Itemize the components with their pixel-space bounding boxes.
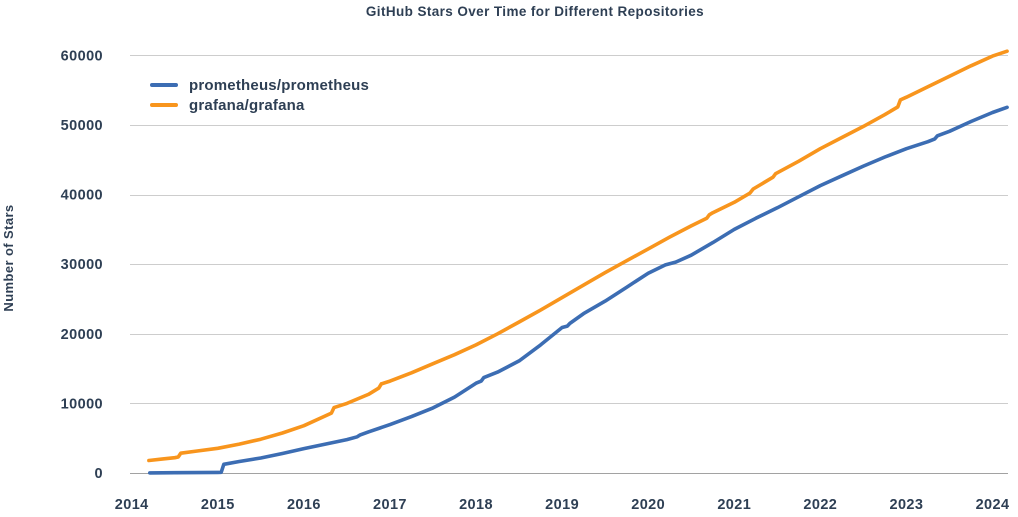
x-tick-label: 2020 <box>631 497 665 513</box>
legend: prometheus/prometheus grafana/grafana <box>150 75 369 115</box>
chart-title: GitHub Stars Over Time for Different Rep… <box>365 4 705 19</box>
y-tick-label: 60000 <box>61 48 103 64</box>
y-tick-label: 40000 <box>61 188 103 204</box>
y-tick-label: 10000 <box>61 396 103 412</box>
y-tick-label: 30000 <box>61 257 103 273</box>
y-tick-label: 20000 <box>61 327 103 343</box>
x-tick-label: 2023 <box>889 497 923 513</box>
legend-label-grafana: grafana/grafana <box>189 96 305 114</box>
series-line-prometheus <box>148 105 1009 475</box>
prometheus-line-swatch <box>150 83 178 87</box>
x-tick-label: 2024 <box>976 497 1010 513</box>
y-tick-label: 0 <box>95 466 103 482</box>
legend-item-prometheus: prometheus/prometheus <box>150 75 369 95</box>
x-tick-label: 2021 <box>717 497 751 513</box>
legend-label-prometheus: prometheus/prometheus <box>189 76 370 94</box>
x-tick-label: 2019 <box>545 497 579 513</box>
x-tick-label: 2016 <box>287 497 321 513</box>
x-tick-label: 2014 <box>115 497 149 513</box>
x-tick-label: 2018 <box>459 497 493 513</box>
grafana-line-swatch <box>150 103 178 107</box>
x-tick-label: 2015 <box>201 497 235 513</box>
y-tick-label: 50000 <box>61 118 103 134</box>
y-axis-title: Number of Stars <box>1 204 16 312</box>
x-tick-label: 2022 <box>803 497 837 513</box>
series-line-grafana <box>147 49 1009 463</box>
x-tick-label: 2017 <box>373 497 407 513</box>
legend-item-grafana: grafana/grafana <box>150 95 369 115</box>
